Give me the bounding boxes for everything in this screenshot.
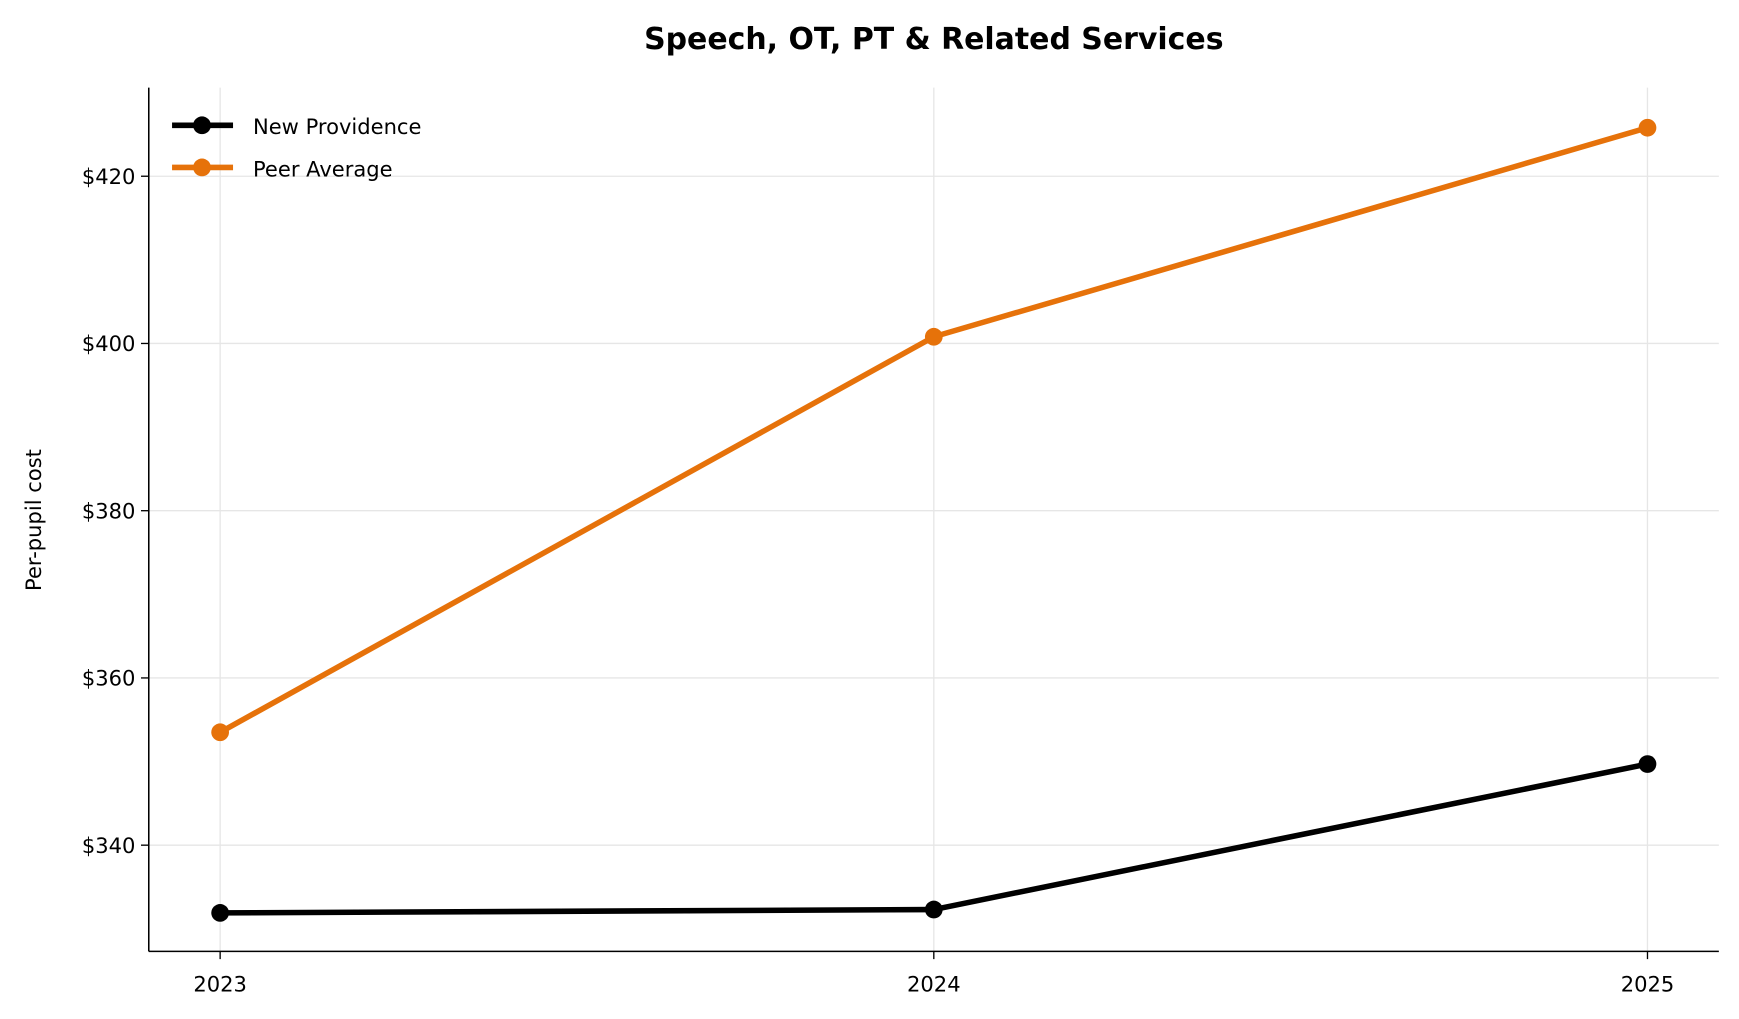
data-point [1638, 118, 1657, 137]
y-tick-label: $380 [82, 498, 136, 523]
legend: New Providence Peer Average [172, 114, 421, 181]
chart-title: Speech, OT, PT & Related Services [644, 22, 1223, 57]
data-point [924, 327, 943, 346]
data-point [211, 904, 230, 922]
x-tick-label: 2023 [193, 971, 247, 996]
y-tick-label: $400 [82, 331, 136, 356]
legend-label: Peer Average [253, 156, 393, 181]
legend-marker [193, 116, 211, 135]
legend-marker [193, 158, 211, 177]
x-tick-label: 2024 [907, 971, 961, 996]
data-point [1638, 755, 1657, 773]
y-tick-label: $340 [82, 833, 136, 858]
x-tick-label: 2025 [1621, 971, 1675, 996]
data-point [924, 900, 943, 919]
y-axis-label: Per-pupil cost [21, 449, 46, 591]
legend-label: New Providence [253, 114, 421, 139]
data-point [211, 723, 230, 742]
y-tick-label: $360 [82, 666, 136, 691]
y-tick-label: $420 [82, 164, 136, 189]
